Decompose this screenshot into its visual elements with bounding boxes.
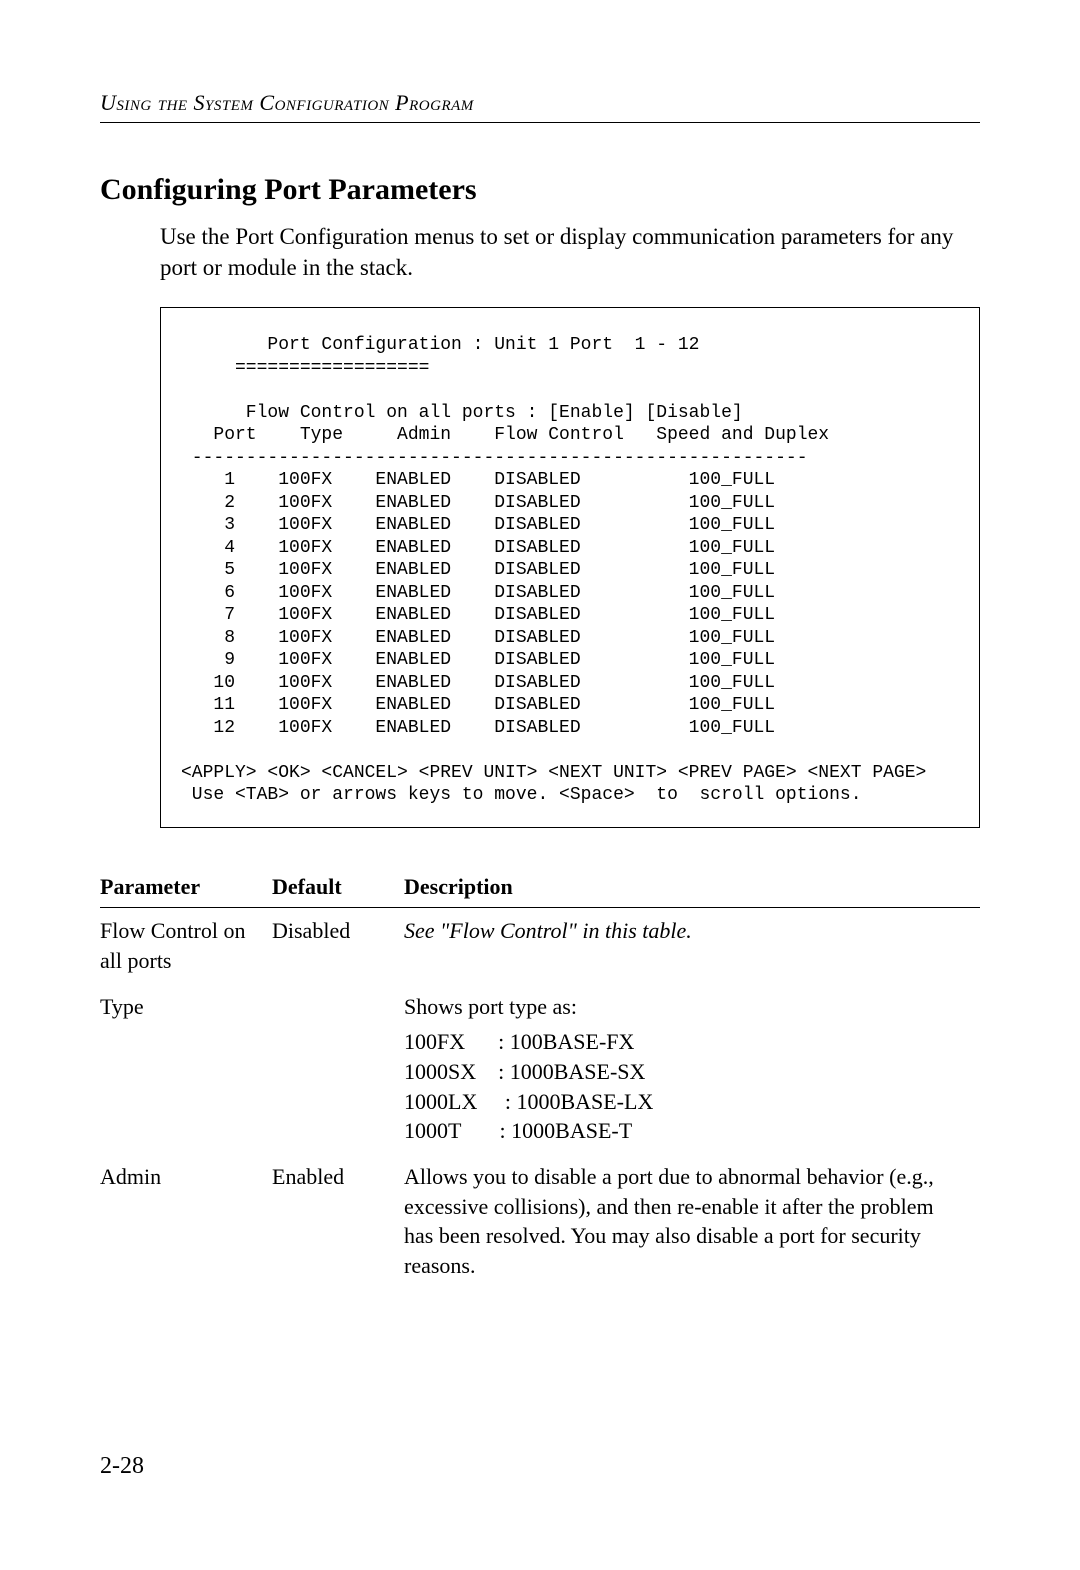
- description-type-mapping: 100FX : 100BASE-FX 1000SX : 1000BASE-SX …: [404, 1027, 968, 1146]
- terminal-header-rule: ----------------------------------------…: [181, 448, 808, 468]
- intro-paragraph: Use the Port Configuration menus to set …: [160, 221, 980, 283]
- terminal-row: 4 100FX ENABLED DISABLED 100_FULL: [181, 538, 775, 558]
- page-container: Using the System Configuration Program C…: [0, 0, 1080, 1570]
- cell-description: See "Flow Control" in this table.: [404, 908, 980, 984]
- terminal-flowcontrol-line: Flow Control on all ports : [Enable] [Di…: [181, 403, 743, 423]
- cell-parameter: Flow Control on all ports: [100, 908, 272, 984]
- terminal-row: 8 100FX ENABLED DISABLED 100_FULL: [181, 628, 775, 648]
- terminal-row: 2 100FX ENABLED DISABLED 100_FULL: [181, 493, 775, 513]
- table-header-default: Default: [272, 868, 404, 908]
- table-row: Flow Control on all ports Disabled See "…: [100, 908, 980, 984]
- cell-default: Disabled: [272, 908, 404, 984]
- terminal-row: 12 100FX ENABLED DISABLED 100_FULL: [181, 718, 775, 738]
- terminal-title: Port Configuration : Unit 1 Port 1 - 12: [181, 335, 699, 355]
- terminal-row: 7 100FX ENABLED DISABLED 100_FULL: [181, 605, 775, 625]
- terminal-row: 5 100FX ENABLED DISABLED 100_FULL: [181, 560, 775, 580]
- cell-description: Shows port type as: 100FX : 100BASE-FX 1…: [404, 984, 980, 1154]
- table-header-parameter: Parameter: [100, 868, 272, 908]
- table-row: Admin Enabled Allows you to disable a po…: [100, 1154, 980, 1289]
- section-title: Configuring Port Parameters: [100, 173, 980, 207]
- terminal-title-rule: ==================: [181, 358, 429, 378]
- table-header-description: Description: [404, 868, 980, 908]
- terminal-row: 6 100FX ENABLED DISABLED 100_FULL: [181, 583, 775, 603]
- terminal-row: 9 100FX ENABLED DISABLED 100_FULL: [181, 650, 775, 670]
- terminal-row: 3 100FX ENABLED DISABLED 100_FULL: [181, 515, 775, 535]
- description-lead: Shows port type as:: [404, 992, 968, 1022]
- page-number: 2-28: [100, 1453, 144, 1480]
- cell-description: Allows you to disable a port due to abno…: [404, 1154, 980, 1289]
- running-header: Using the System Configuration Program: [100, 90, 980, 116]
- terminal-hint-line: Use <TAB> or arrows keys to move. <Space…: [181, 785, 862, 805]
- description-italic: See "Flow Control" in this table.: [404, 918, 692, 943]
- cell-default: [272, 984, 404, 1154]
- terminal-row: 1 100FX ENABLED DISABLED 100_FULL: [181, 470, 775, 490]
- parameter-table: Parameter Default Description Flow Contr…: [100, 868, 980, 1289]
- cell-parameter: Type: [100, 984, 272, 1154]
- terminal-nav-line: <APPLY> <OK> <CANCEL> <PREV UNIT> <NEXT …: [181, 763, 926, 783]
- terminal-screenshot: Port Configuration : Unit 1 Port 1 - 12 …: [160, 307, 980, 828]
- terminal-column-header: Port Type Admin Flow Control Speed and D…: [181, 425, 829, 445]
- cell-default: Enabled: [272, 1154, 404, 1289]
- cell-parameter: Admin: [100, 1154, 272, 1289]
- terminal-row: 10 100FX ENABLED DISABLED 100_FULL: [181, 673, 775, 693]
- header-rule: [100, 122, 980, 123]
- table-row: Type Shows port type as: 100FX : 100BASE…: [100, 984, 980, 1154]
- terminal-row: 11 100FX ENABLED DISABLED 100_FULL: [181, 695, 775, 715]
